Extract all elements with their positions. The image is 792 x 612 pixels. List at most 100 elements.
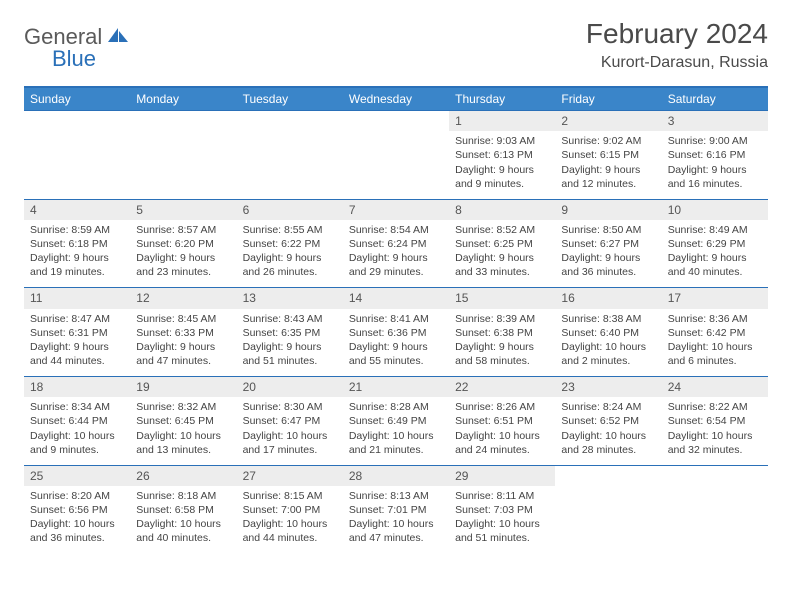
daylight-text: Daylight: 10 hours and 44 minutes. bbox=[243, 517, 337, 545]
daylight-text: Daylight: 9 hours and 58 minutes. bbox=[455, 340, 549, 368]
daylight-text: Daylight: 9 hours and 47 minutes. bbox=[136, 340, 230, 368]
sunset-text: Sunset: 6:13 PM bbox=[455, 148, 549, 162]
sunrise-text: Sunrise: 8:59 AM bbox=[30, 223, 124, 237]
sunrise-text: Sunrise: 9:03 AM bbox=[455, 134, 549, 148]
day-content-cell bbox=[130, 131, 236, 199]
daylight-text: Daylight: 9 hours and 33 minutes. bbox=[455, 251, 549, 279]
day-content-cell: Sunrise: 8:18 AMSunset: 6:58 PMDaylight:… bbox=[130, 486, 236, 554]
sunrise-text: Sunrise: 8:15 AM bbox=[243, 489, 337, 503]
sunrise-text: Sunrise: 8:13 AM bbox=[349, 489, 443, 503]
sunset-text: Sunset: 6:42 PM bbox=[668, 326, 762, 340]
sunrise-text: Sunrise: 8:22 AM bbox=[668, 400, 762, 414]
day-content-cell: Sunrise: 8:20 AMSunset: 6:56 PMDaylight:… bbox=[24, 486, 130, 554]
sunrise-text: Sunrise: 8:50 AM bbox=[561, 223, 655, 237]
sunset-text: Sunset: 6:24 PM bbox=[349, 237, 443, 251]
daylight-text: Daylight: 10 hours and 2 minutes. bbox=[561, 340, 655, 368]
sunrise-text: Sunrise: 8:28 AM bbox=[349, 400, 443, 414]
day-content-cell: Sunrise: 8:26 AMSunset: 6:51 PMDaylight:… bbox=[449, 397, 555, 465]
day-content-cell: Sunrise: 8:32 AMSunset: 6:45 PMDaylight:… bbox=[130, 397, 236, 465]
sunrise-text: Sunrise: 9:02 AM bbox=[561, 134, 655, 148]
day-number-cell: 24 bbox=[662, 377, 768, 398]
week-content-row: Sunrise: 8:59 AMSunset: 6:18 PM Daylight:… bbox=[24, 220, 768, 288]
day-content-cell: Sunrise: 9:00 AMSunset: 6:16 PMDaylight:… bbox=[662, 131, 768, 199]
daylight-text: Daylight: 10 hours and 32 minutes. bbox=[668, 429, 762, 457]
sunset-text: Sunset: 6:33 PM bbox=[136, 326, 230, 340]
day-content-cell: Sunrise: 8:28 AMSunset: 6:49 PMDaylight:… bbox=[343, 397, 449, 465]
location: Kurort-Darasun, Russia bbox=[586, 54, 768, 72]
sunset-text: Sunset: 6:15 PM bbox=[561, 148, 655, 162]
day-number-cell: 9 bbox=[555, 199, 661, 220]
day-number-cell: 6 bbox=[237, 199, 343, 220]
sunset-text: Sunset: 6:51 PM bbox=[455, 414, 549, 428]
day-number-cell: 15 bbox=[449, 288, 555, 309]
day-number-cell: 23 bbox=[555, 377, 661, 398]
sunrise-text: Sunrise: 8:57 AM bbox=[136, 223, 230, 237]
week-daynum-row: 11121314151617 bbox=[24, 288, 768, 309]
daylight-text: Daylight: 9 hours and 36 minutes. bbox=[561, 251, 655, 279]
sunrise-text: Sunrise: 8:52 AM bbox=[455, 223, 549, 237]
week-daynum-row: 45678910 bbox=[24, 199, 768, 220]
day-content-cell bbox=[662, 486, 768, 554]
sunrise-text: Sunrise: 8:45 AM bbox=[136, 312, 230, 326]
daylight-text: Daylight: 9 hours and 16 minutes. bbox=[668, 163, 762, 191]
day-number-cell: 25 bbox=[24, 465, 130, 486]
day-number-cell: 21 bbox=[343, 377, 449, 398]
day-number-cell: 8 bbox=[449, 199, 555, 220]
day-content-cell: Sunrise: 8:15 AMSunset: 7:00 PMDaylight:… bbox=[237, 486, 343, 554]
sunset-text: Sunset: 6:18 PM bbox=[30, 237, 124, 251]
day-number-cell: 10 bbox=[662, 199, 768, 220]
daylight-text: Daylight: 10 hours and 47 minutes. bbox=[349, 517, 443, 545]
dh-sun: Sunday bbox=[24, 87, 130, 111]
day-number-cell: 12 bbox=[130, 288, 236, 309]
week-daynum-row: 123 bbox=[24, 111, 768, 132]
day-content-cell: Sunrise: 8:43 AMSunset: 6:35 PMDaylight:… bbox=[237, 309, 343, 377]
day-content-cell: Sunrise: 8:34 AMSunset: 6:44 PMDaylight:… bbox=[24, 397, 130, 465]
daylight-text: Daylight: 9 hours and 51 minutes. bbox=[243, 340, 337, 368]
sunrise-text: Sunrise: 8:34 AM bbox=[30, 400, 124, 414]
sunset-text: Sunset: 7:01 PM bbox=[349, 503, 443, 517]
day-number-cell: 1 bbox=[449, 111, 555, 132]
day-number-cell: 28 bbox=[343, 465, 449, 486]
day-content-cell bbox=[555, 486, 661, 554]
day-number-cell: 22 bbox=[449, 377, 555, 398]
week-content-row: Sunrise: 8:34 AMSunset: 6:44 PM Daylight:… bbox=[24, 397, 768, 465]
day-content-cell: Sunrise: 8:54 AMSunset: 6:24 PMDaylight:… bbox=[343, 220, 449, 288]
week-content-row: Sunrise: 8:20 AMSunset: 6:56 PMDaylight:… bbox=[24, 486, 768, 554]
sunrise-text: Sunrise: 8:24 AM bbox=[561, 400, 655, 414]
day-content-cell: Sunrise: 9:02 AMSunset: 6:15 PMDaylight:… bbox=[555, 131, 661, 199]
day-content-cell: Sunrise: 8:22 AMSunset: 6:54 PMDaylight:… bbox=[662, 397, 768, 465]
day-content-cell: Sunrise: 8:57 AMSunset: 6:20 PMDaylight:… bbox=[130, 220, 236, 288]
week-content-row: Sunrise: 8:47 AMSunset: 6:31 PM Daylight:… bbox=[24, 309, 768, 377]
sunset-text: Sunset: 6:52 PM bbox=[561, 414, 655, 428]
week-content-row: Sunrise: 9:03 AMSunset: 6:13 PM Daylight:… bbox=[24, 131, 768, 199]
sunset-text: Sunset: 6:58 PM bbox=[136, 503, 230, 517]
sunset-text: Sunset: 6:54 PM bbox=[668, 414, 762, 428]
day-content-cell: Sunrise: 8:11 AMSunset: 7:03 PMDaylight:… bbox=[449, 486, 555, 554]
sunset-text: Sunset: 6:36 PM bbox=[349, 326, 443, 340]
day-content-cell bbox=[24, 131, 130, 199]
daylight-text: Daylight: 10 hours and 28 minutes. bbox=[561, 429, 655, 457]
sunrise-text: Sunrise: 8:47 AM bbox=[30, 312, 124, 326]
day-number-cell: 13 bbox=[237, 288, 343, 309]
daylight-text: Daylight: 10 hours and 13 minutes. bbox=[136, 429, 230, 457]
dh-thu: Thursday bbox=[449, 87, 555, 111]
title-block: February 2024 Kurort-Darasun, Russia bbox=[586, 18, 768, 72]
dh-fri: Friday bbox=[555, 87, 661, 111]
sunset-text: Sunset: 7:03 PM bbox=[455, 503, 549, 517]
daylight-text: Daylight: 10 hours and 36 minutes. bbox=[30, 517, 124, 545]
day-number-cell: 29 bbox=[449, 465, 555, 486]
day-content-cell: Sunrise: 8:47 AMSunset: 6:31 PMDaylight:… bbox=[24, 309, 130, 377]
sunrise-text: Sunrise: 9:00 AM bbox=[668, 134, 762, 148]
sunrise-text: Sunrise: 8:41 AM bbox=[349, 312, 443, 326]
sunset-text: Sunset: 6:35 PM bbox=[243, 326, 337, 340]
sunrise-text: Sunrise: 8:26 AM bbox=[455, 400, 549, 414]
sunset-text: Sunset: 6:31 PM bbox=[30, 326, 124, 340]
sunrise-text: Sunrise: 8:18 AM bbox=[136, 489, 230, 503]
day-number-cell: 20 bbox=[237, 377, 343, 398]
day-content-cell bbox=[237, 131, 343, 199]
sunset-text: Sunset: 6:44 PM bbox=[30, 414, 124, 428]
day-number-cell: 14 bbox=[343, 288, 449, 309]
day-number-cell bbox=[555, 465, 661, 486]
day-number-cell: 17 bbox=[662, 288, 768, 309]
sunrise-text: Sunrise: 8:36 AM bbox=[668, 312, 762, 326]
